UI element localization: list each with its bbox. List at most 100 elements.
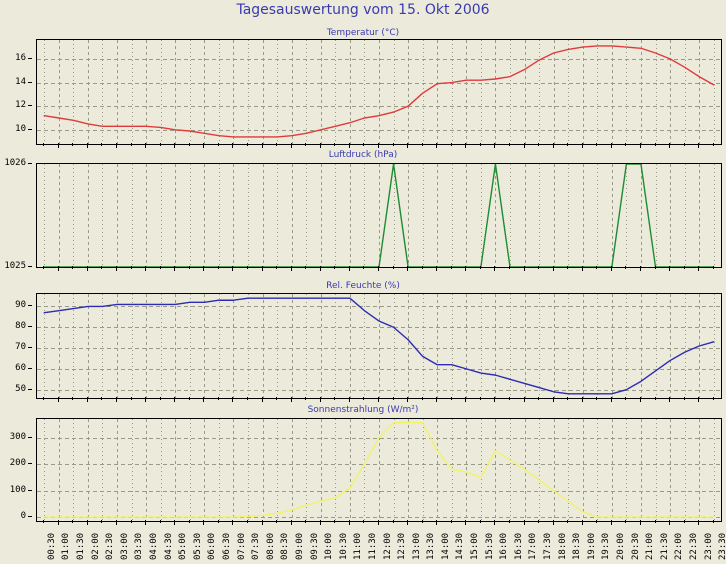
x-tick-label: 04:30: [163, 532, 174, 560]
x-tick: [378, 397, 379, 402]
x-tick-label: 16:00: [499, 532, 510, 560]
x-tick: [451, 397, 452, 400]
x-tick-label: 23:00: [703, 532, 714, 560]
x-tick-label: 00:30: [46, 532, 57, 560]
x-tick: [655, 520, 656, 523]
x-tick: [378, 520, 379, 525]
x-tick: [553, 520, 554, 525]
x-tick: [582, 397, 583, 402]
x-tick: [436, 266, 437, 271]
x-tick: [305, 266, 306, 269]
x-tick: [494, 520, 495, 525]
y-tick-label: 0: [20, 511, 26, 522]
chart-svg: [43, 164, 715, 267]
x-tick-label: 22:00: [674, 532, 685, 560]
y-tick-mark: [28, 347, 32, 348]
x-tick: [538, 143, 539, 146]
y-tick-mark: [28, 58, 32, 59]
x-tick: [58, 520, 59, 525]
x-tick: [436, 520, 437, 525]
x-tick-label: 05:00: [178, 532, 189, 560]
x-tick: [334, 397, 335, 400]
x-tick: [363, 143, 364, 146]
x-tick: [524, 397, 525, 402]
x-tick: [262, 143, 263, 148]
x-tick: [203, 397, 204, 402]
x-tick: [451, 520, 452, 523]
x-tick-label: 22:30: [689, 532, 699, 560]
x-tick: [189, 143, 190, 146]
x-tick: [509, 397, 510, 400]
x-tick: [218, 143, 219, 146]
y-tick-label: 300: [9, 431, 26, 442]
x-tick: [713, 397, 714, 400]
x-tick: [116, 397, 117, 402]
y-tick-mark: [28, 82, 32, 83]
x-tick: [276, 143, 277, 146]
x-tick: [276, 266, 277, 269]
x-tick: [349, 143, 350, 148]
panel-title-luftdruck: Luftdruck (hPa): [328, 150, 398, 160]
x-tick-label: 02:00: [90, 532, 101, 560]
y-tick-label: 1025: [4, 261, 26, 271]
x-tick: [407, 397, 408, 402]
x-tick: [684, 520, 685, 523]
x-tick: [509, 520, 510, 523]
x-tick: [87, 397, 88, 402]
y-tick-mark: [28, 266, 32, 267]
x-tick: [160, 266, 161, 269]
x-tick-row: [36, 143, 720, 148]
x-tick: [640, 143, 641, 148]
x-tick: [451, 266, 452, 269]
x-tick: [131, 143, 132, 146]
x-tick: [305, 520, 306, 523]
x-tick: [87, 143, 88, 148]
x-tick: [669, 520, 670, 525]
x-tick-label: 10:00: [324, 532, 335, 560]
x-tick: [160, 520, 161, 523]
y-tick-label: 70: [15, 342, 26, 353]
x-tick: [640, 266, 641, 271]
x-tick: [596, 520, 597, 523]
x-tick-label: 05:30: [192, 532, 203, 560]
x-tick-label: 20:00: [616, 532, 627, 560]
x-tick: [131, 266, 132, 269]
x-tick: [698, 397, 699, 402]
x-tick-label: 13:30: [426, 532, 437, 560]
x-tick-label: 09:00: [294, 532, 305, 560]
x-tick: [247, 143, 248, 146]
panel-luftdruck: Luftdruck (hPa) 1025 1026: [0, 150, 726, 272]
y-axis-labels-sonnenstrahlung: 0 100 200 300: [0, 418, 32, 522]
chart-svg: [37, 294, 721, 398]
x-tick: [465, 520, 466, 525]
x-tick-label: 16:30: [513, 532, 524, 560]
x-tick: [334, 143, 335, 146]
panel-temperatur: Temperatur (°C) 10 12 14 16: [0, 28, 726, 148]
x-tick: [87, 266, 88, 271]
x-tick: [174, 143, 175, 148]
x-tick: [582, 520, 583, 525]
x-tick-label: 15:30: [484, 532, 495, 560]
x-tick-label: 19:00: [586, 532, 597, 560]
x-tick: [291, 397, 292, 402]
y-tick-label: 100: [9, 484, 26, 495]
x-tick: [393, 520, 394, 523]
x-tick: [189, 266, 190, 269]
y-axis-labels-luftdruck: 1025 1026: [0, 158, 32, 271]
x-tick: [334, 520, 335, 523]
x-tick-label: 11:30: [367, 532, 378, 560]
x-tick: [480, 520, 481, 523]
x-tick-label: 06:00: [207, 532, 218, 560]
x-tick: [145, 520, 146, 525]
x-tick: [43, 266, 44, 269]
x-tick-label: 21:00: [645, 532, 656, 560]
x-tick: [291, 143, 292, 148]
x-tick: [480, 266, 481, 269]
x-tick: [611, 143, 612, 148]
x-tick: [451, 143, 452, 146]
x-tick: [640, 397, 641, 402]
y-tick-mark: [28, 490, 32, 491]
y-tick-label: 80: [15, 321, 26, 332]
x-tick-label: 07:00: [236, 532, 247, 560]
